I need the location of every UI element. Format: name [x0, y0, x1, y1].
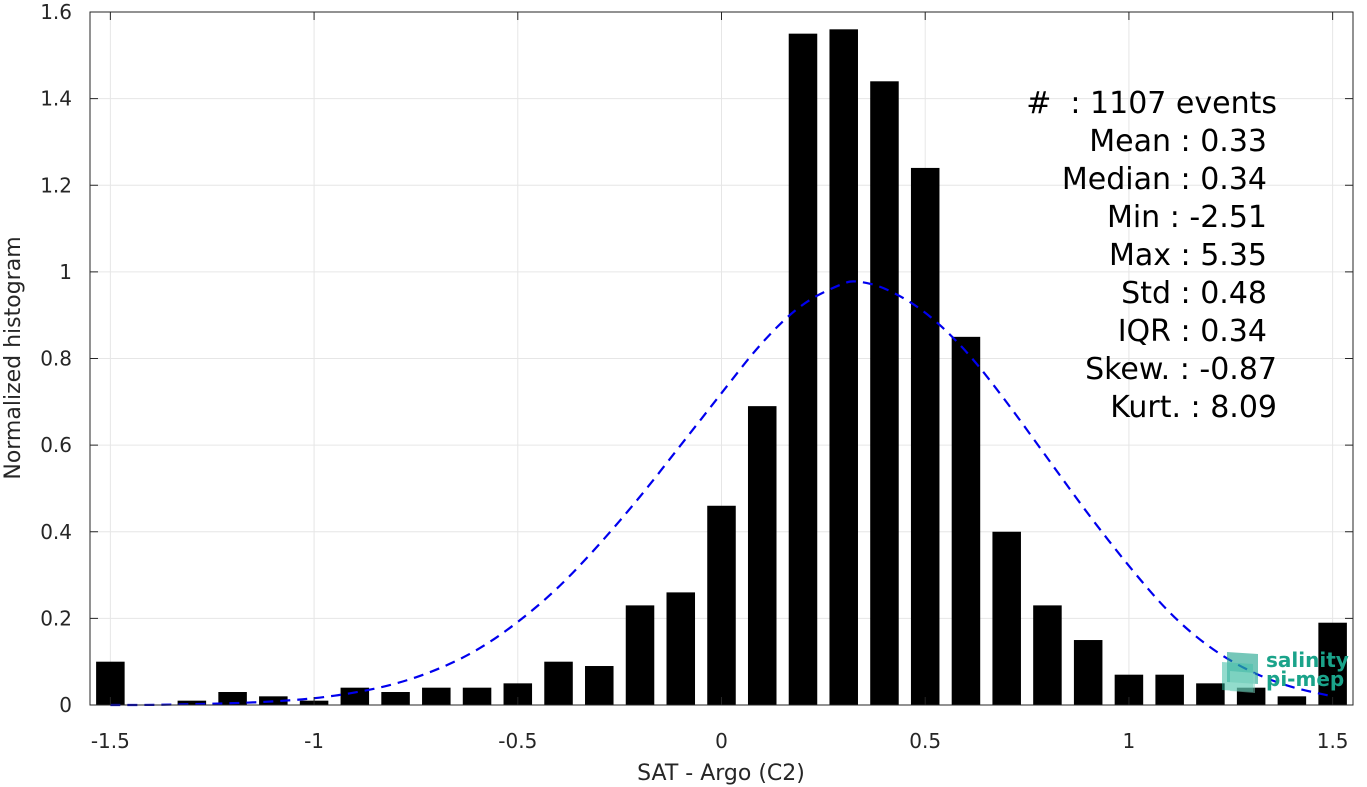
x-tick-label: 0: [715, 729, 728, 753]
salinity-pimep-logo: salinity pi-mep: [1222, 648, 1349, 693]
histogram-bar: [870, 81, 899, 706]
histogram-bar: [462, 687, 492, 705]
y-tick-label: 0.2: [40, 606, 72, 630]
histogram-bar: [544, 661, 573, 705]
stat-mean: Mean : 0.33: [1089, 124, 1267, 159]
histogram-bar: [1196, 683, 1225, 705]
y-tick-label: 0: [59, 693, 72, 717]
y-tick-label: 1: [59, 260, 72, 284]
x-tick-label: -1.5: [91, 729, 130, 753]
logo-icon: [1222, 652, 1258, 693]
histogram-bar: [747, 406, 777, 705]
y-tick-label: 1.2: [40, 173, 72, 197]
histogram-bar: [707, 505, 736, 705]
histogram-bar: [503, 683, 533, 705]
grid-lines: [90, 11, 1353, 706]
histogram-bars: [96, 29, 1347, 706]
histogram-bar: [1155, 674, 1184, 705]
histogram-bar: [625, 605, 655, 705]
y-tick-label: 0.8: [40, 347, 72, 371]
x-tick-label: -1: [304, 729, 324, 753]
histogram-bar: [1318, 622, 1347, 705]
y-tick-label: 0.6: [40, 433, 72, 457]
logo-text-line2: pi-mep: [1266, 667, 1344, 691]
stat-events: # : 1107 events: [1026, 86, 1277, 121]
histogram-bar: [585, 666, 614, 705]
y-tick-labels: 0 0.2 0.4 0.6 0.8 1 1.2 1.4 1.6: [40, 0, 72, 717]
x-tick-label: 1.5: [1317, 729, 1349, 753]
axis-ticks: [90, 11, 1353, 706]
histogram-bar: [1033, 605, 1062, 705]
histogram-bar: [177, 700, 207, 705]
x-tick-label: 1: [1123, 729, 1136, 753]
histogram-bar: [829, 29, 858, 705]
x-tick-label: -0.5: [498, 729, 537, 753]
stat-max: Max : 5.35: [1109, 238, 1267, 273]
histogram-bar: [1073, 640, 1103, 705]
y-tick-label: 1.6: [40, 0, 72, 24]
stats-box: # : 1107 events Mean : 0.33 Median : 0.3…: [1026, 86, 1277, 425]
histogram-bar: [340, 687, 370, 705]
histogram-bar: [259, 696, 288, 705]
histogram-bar: [992, 531, 1021, 705]
histogram-bar: [1277, 696, 1307, 705]
x-tick-label: 0.5: [909, 729, 941, 753]
histogram-bar: [218, 692, 247, 705]
normal-fit-curve: [110, 280, 1333, 707]
histogram-bar: [381, 692, 410, 705]
stat-kurt: Kurt. : 8.09: [1110, 390, 1277, 425]
x-tick-labels: -1.5 -1 -0.5 0 0.5 1 1.5: [91, 729, 1349, 753]
y-axis-title: Normalized histogram: [1, 236, 26, 479]
y-tick-label: 0.4: [40, 520, 72, 544]
stat-skew: Skew. : -0.87: [1085, 352, 1277, 387]
histogram-bar: [788, 33, 818, 705]
histogram-bar: [422, 687, 451, 705]
histogram-bar: [951, 336, 981, 705]
histogram-bar: [910, 167, 940, 706]
histogram-bar: [666, 592, 696, 705]
stat-min: Min : -2.51: [1107, 200, 1267, 235]
stat-std: Std : 0.48: [1121, 276, 1267, 311]
stat-median: Median : 0.34: [1062, 162, 1267, 197]
stat-iqr: IQR : 0.34: [1118, 314, 1267, 349]
y-tick-label: 1.4: [40, 87, 72, 111]
logo-text-line1: salinity: [1266, 648, 1349, 672]
x-axis-title: SAT - Argo (C2): [637, 761, 805, 786]
